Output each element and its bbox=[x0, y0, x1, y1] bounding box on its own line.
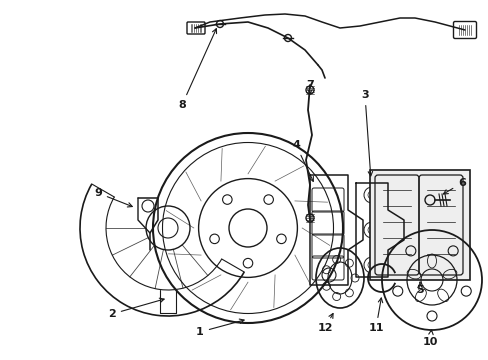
Text: 6: 6 bbox=[443, 178, 465, 194]
Text: 10: 10 bbox=[422, 330, 437, 347]
Text: 1: 1 bbox=[196, 319, 244, 337]
Bar bbox=[369, 170, 469, 280]
Text: 12: 12 bbox=[317, 314, 332, 333]
Text: 8: 8 bbox=[178, 29, 216, 110]
Text: 4: 4 bbox=[291, 140, 313, 181]
Text: 3: 3 bbox=[361, 90, 372, 176]
Text: 5: 5 bbox=[415, 282, 423, 295]
Text: 9: 9 bbox=[94, 188, 132, 207]
Text: 2: 2 bbox=[108, 298, 164, 319]
Text: 7: 7 bbox=[305, 80, 313, 94]
Text: 11: 11 bbox=[367, 298, 383, 333]
